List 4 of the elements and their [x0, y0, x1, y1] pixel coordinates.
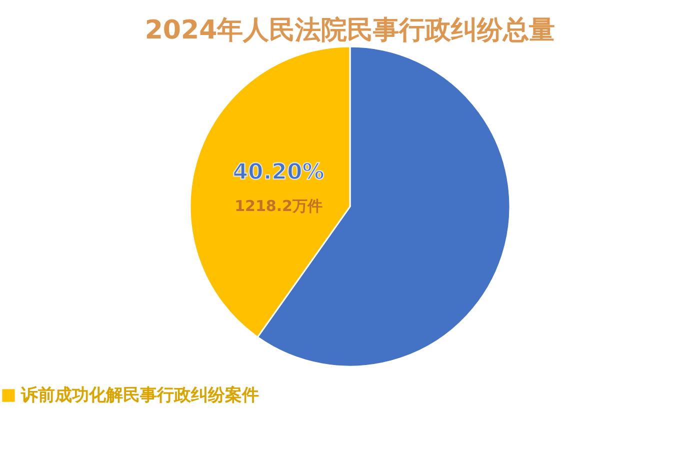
chart-title: 2024年人民法院民事行政纠纷总量: [144, 16, 556, 46]
text: 1218.2万件: [234, 196, 322, 215]
data-label: 40.20%: [232, 160, 324, 185]
legend-label: 诉前成功化解民事行政纠纷案件: [20, 384, 259, 406]
